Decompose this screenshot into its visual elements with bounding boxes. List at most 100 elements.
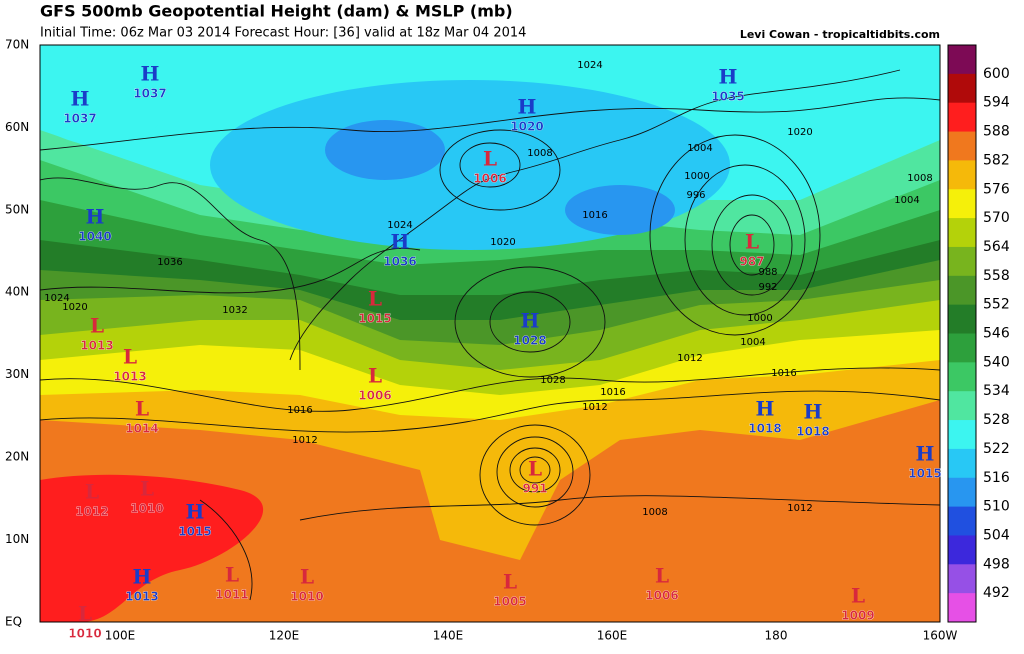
isobar-label: 1020 (490, 237, 515, 248)
colorbar-label: 570 (983, 210, 1010, 226)
center-letter: L (300, 565, 314, 589)
colorbar-label: 600 (983, 66, 1010, 82)
center-letter: L (745, 230, 759, 254)
colorbar-swatch (948, 391, 976, 421)
colorbar-label: 534 (983, 383, 1010, 399)
fill-510 (325, 120, 445, 180)
center-pressure: 1015 (178, 525, 211, 539)
center-letter: L (368, 364, 382, 388)
center-pressure: 1005 (493, 595, 526, 609)
colorbar-swatch (948, 535, 976, 565)
center-pressure: 1037 (63, 112, 96, 126)
isobar-label: 1008 (527, 148, 552, 159)
center-pressure: 1006 (645, 589, 678, 603)
colorbar-label: 576 (983, 181, 1010, 197)
isobar-label: 1016 (287, 405, 312, 416)
colorbar-swatch (948, 131, 976, 161)
center-pressure: 1013 (80, 339, 113, 353)
isobar-label: 1012 (292, 435, 317, 446)
center-pressure: 1040 (78, 230, 111, 244)
isobar-label: 1012 (677, 353, 702, 364)
center-letter: H (186, 500, 205, 524)
colorbar-label: 498 (983, 556, 1010, 572)
center-letter: H (86, 205, 105, 229)
center-letter: H (719, 65, 738, 89)
isobar-label: 1016 (600, 387, 625, 398)
center-letter: H (521, 309, 540, 333)
center-pressure: 1013 (113, 370, 146, 384)
center-letter: L (78, 602, 92, 626)
center-pressure: 1010 (68, 627, 101, 641)
colorbar-swatch (948, 564, 976, 594)
isobar-label: 1004 (740, 337, 765, 348)
center-letter: H (518, 95, 537, 119)
isobar-label: 988 (758, 267, 777, 278)
center-pressure: 1013 (125, 590, 158, 604)
center-letter: H (141, 62, 160, 86)
colorbar-swatch (948, 477, 976, 508)
colorbar-swatch (948, 506, 976, 536)
colorbar-swatch (948, 593, 976, 623)
lon-label: 180 (765, 629, 788, 643)
colorbar-swatch (948, 333, 976, 363)
center-pressure: 1028 (513, 334, 546, 348)
isobar-label: 1012 (582, 402, 607, 413)
lat-label: 70N (5, 38, 29, 52)
isobar-label: 1000 (747, 313, 772, 324)
center-letter: L (503, 570, 517, 594)
isobar-label: 1020 (62, 302, 87, 313)
center-pressure: 987 (739, 255, 764, 269)
subtitle: Initial Time: 06z Mar 03 2014 Forecast H… (40, 26, 526, 41)
center-pressure: 1018 (748, 422, 781, 436)
center-pressure: 991 (522, 482, 547, 496)
center-pressure: 1006 (473, 172, 506, 186)
isobar-label: 1024 (387, 220, 412, 231)
isobar-label: 1028 (540, 375, 565, 386)
colorbar-label: 504 (983, 527, 1010, 543)
colorbar-swatch (948, 246, 976, 277)
isobar-label: 1024 (44, 293, 69, 304)
colorbar-swatch (948, 73, 976, 104)
lon-label: 140E (433, 629, 464, 643)
height-fills (40, 45, 940, 622)
colorbar-label: 558 (983, 268, 1010, 284)
isobar-label: 996 (686, 190, 705, 201)
center-letter: H (756, 397, 775, 421)
isobar-label: 1008 (907, 173, 932, 184)
center-pressure: 1018 (796, 425, 829, 439)
center-pressure: 1035 (711, 90, 744, 104)
lon-label: 120E (269, 629, 300, 643)
colorbar-label: 540 (983, 354, 1010, 370)
center-letter: H (916, 442, 935, 466)
isobar-label: 1036 (157, 257, 182, 268)
colorbar-swatch (948, 218, 976, 248)
lat-label: 20N (5, 450, 29, 464)
center-letter: L (225, 563, 239, 587)
lon-label: 160W (923, 629, 958, 643)
colorbar-label: 510 (983, 499, 1010, 515)
lat-label: 60N (5, 120, 29, 134)
center-letter: L (483, 147, 497, 171)
center-pressure: 1014 (125, 422, 158, 436)
colorbar-swatch (948, 304, 976, 334)
fill-588 (40, 474, 264, 622)
center-letter: H (391, 230, 410, 254)
center-pressure: 1010 (130, 502, 163, 516)
colorbar-label: 582 (983, 152, 1010, 168)
isobar-label: 992 (758, 282, 777, 293)
center-pressure: 1036 (383, 255, 416, 269)
colorbar-swatch (948, 420, 976, 450)
center-letter: H (133, 565, 152, 589)
colorbar-frame (947, 44, 977, 623)
colorbar-label: 522 (983, 441, 1010, 457)
center-letter: L (140, 477, 154, 501)
fill-510 (565, 185, 675, 235)
colorbar-label: 546 (983, 326, 1010, 342)
center-pressure: 1015 (358, 312, 391, 326)
center-letter: L (368, 287, 382, 311)
center-letter: L (528, 457, 542, 481)
isobar-label: 1008 (642, 507, 667, 518)
colorbar-label: 564 (983, 239, 1010, 255)
lat-label: 30N (5, 367, 29, 381)
colorbar-swatch (948, 275, 976, 306)
